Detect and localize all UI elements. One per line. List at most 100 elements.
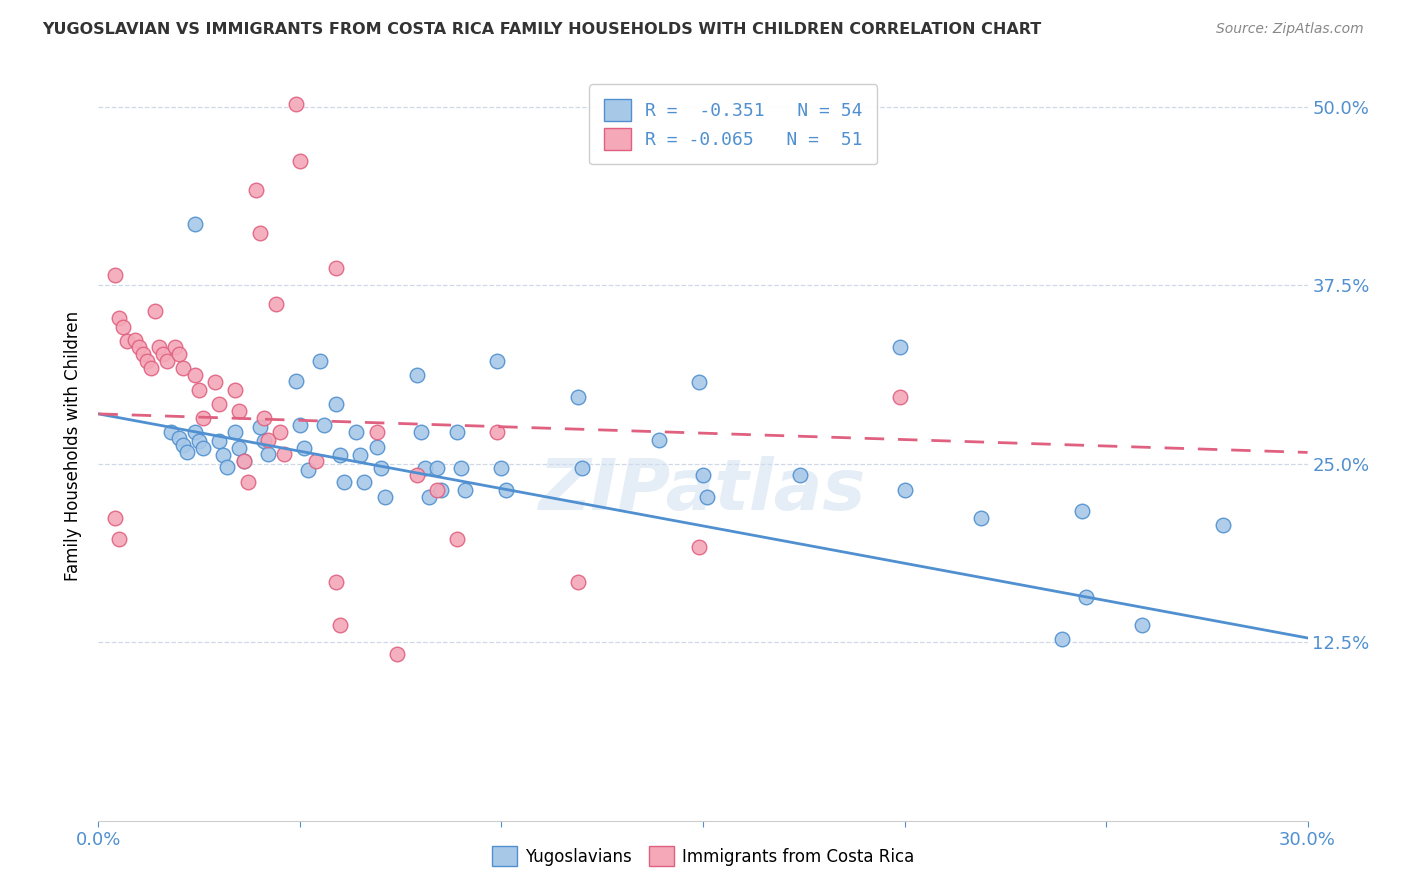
Point	[107, 533, 129, 547]
Point	[124, 333, 146, 347]
Point	[132, 347, 155, 361]
Point	[1070, 504, 1092, 518]
Point	[353, 475, 375, 490]
Point	[208, 397, 231, 411]
Text: Source: ZipAtlas.com: Source: ZipAtlas.com	[1216, 22, 1364, 37]
Point	[297, 462, 319, 476]
Point	[111, 319, 134, 334]
Point	[236, 475, 259, 490]
Point	[253, 411, 276, 425]
Point	[184, 368, 207, 383]
Point	[256, 433, 278, 447]
Point	[148, 340, 170, 354]
Point	[284, 374, 307, 388]
Point	[249, 419, 271, 434]
Point	[309, 354, 332, 368]
Point	[284, 97, 307, 112]
Point	[245, 183, 267, 197]
Point	[156, 354, 179, 368]
Point	[264, 297, 287, 311]
Point	[893, 483, 915, 497]
Point	[172, 361, 194, 376]
Point	[188, 383, 211, 397]
Point	[314, 418, 336, 433]
Point	[418, 490, 440, 504]
Point	[224, 383, 246, 397]
Point	[217, 459, 239, 474]
Point	[571, 461, 593, 475]
Point	[228, 404, 250, 418]
Point	[143, 304, 166, 318]
Point	[370, 461, 392, 475]
Point	[329, 448, 352, 462]
Point	[253, 434, 276, 448]
Point	[454, 483, 477, 497]
Point	[103, 511, 125, 525]
Point	[172, 438, 194, 452]
Point	[1130, 618, 1153, 632]
Point	[450, 461, 472, 475]
Point	[366, 440, 388, 454]
Point	[1212, 518, 1234, 533]
Point	[193, 411, 215, 425]
Point	[269, 425, 291, 440]
Y-axis label: Family Households with Children: Family Households with Children	[65, 311, 83, 581]
Point	[692, 468, 714, 483]
Point	[495, 483, 517, 497]
Point	[160, 425, 183, 440]
Point	[249, 226, 271, 240]
Point	[288, 418, 311, 433]
Point	[135, 354, 157, 368]
Point	[1050, 632, 1073, 647]
Point	[273, 447, 295, 461]
Point	[409, 425, 432, 440]
Point	[103, 268, 125, 283]
Point	[385, 647, 408, 661]
Point	[128, 340, 150, 354]
Point	[1074, 590, 1097, 604]
Point	[688, 376, 710, 390]
Point	[224, 425, 246, 440]
Point	[889, 340, 911, 354]
Point	[228, 441, 250, 455]
Point	[366, 425, 388, 440]
Point	[184, 425, 207, 440]
Point	[405, 368, 427, 383]
Point	[413, 461, 436, 475]
Point	[115, 334, 138, 348]
Point	[329, 618, 352, 632]
Point	[292, 441, 315, 455]
Point	[696, 490, 718, 504]
Point	[333, 475, 356, 490]
Point	[486, 425, 509, 440]
Point	[188, 434, 211, 448]
Point	[305, 454, 328, 468]
Text: YUGOSLAVIAN VS IMMIGRANTS FROM COSTA RICA FAMILY HOUSEHOLDS WITH CHILDREN CORREL: YUGOSLAVIAN VS IMMIGRANTS FROM COSTA RIC…	[42, 22, 1042, 37]
Point	[446, 533, 468, 547]
Legend: R =  -0.351   N = 54, R = -0.065   N =  51: R = -0.351 N = 54, R = -0.065 N = 51	[589, 84, 877, 164]
Point	[567, 390, 589, 404]
Point	[325, 261, 347, 276]
Point	[167, 431, 190, 445]
Point	[567, 575, 589, 590]
Point	[889, 390, 911, 404]
Point	[152, 347, 174, 361]
Point	[193, 441, 215, 455]
Point	[688, 540, 710, 554]
Point	[789, 468, 811, 483]
Point	[325, 397, 347, 411]
Point	[970, 511, 993, 525]
Text: ZIPatlas: ZIPatlas	[540, 457, 866, 525]
Point	[374, 490, 396, 504]
Point	[446, 425, 468, 440]
Point	[204, 376, 226, 390]
Point	[405, 468, 427, 483]
Point	[325, 575, 347, 590]
Point	[426, 483, 449, 497]
Point	[344, 425, 367, 440]
Point	[139, 361, 162, 376]
Point	[107, 311, 129, 326]
Point	[288, 154, 311, 169]
Point	[349, 448, 371, 462]
Point	[208, 434, 231, 448]
